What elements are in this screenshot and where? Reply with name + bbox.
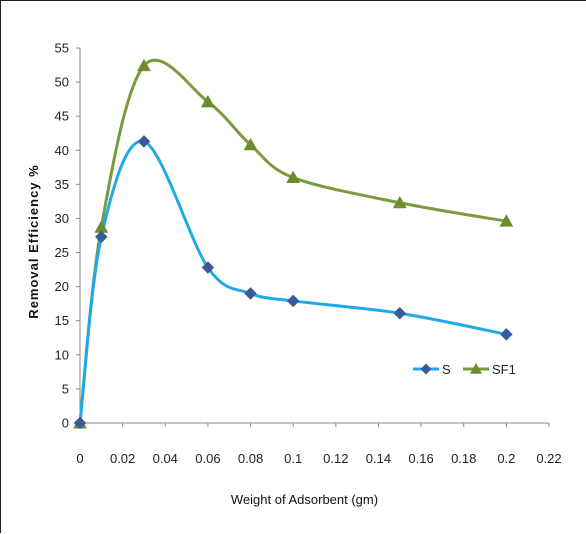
y-tick-label: 35 <box>55 177 69 192</box>
data-point-s <box>500 328 513 341</box>
series-markers <box>73 58 514 430</box>
y-tick-label: 5 <box>62 381 69 396</box>
data-point-s <box>393 306 407 320</box>
y-tick-label: 15 <box>55 313 69 328</box>
legend-marker-sf1 <box>470 363 482 374</box>
x-tick-label: 0.08 <box>238 451 263 466</box>
x-tick-label: 0.02 <box>110 451 135 466</box>
y-tick-label: 45 <box>55 109 69 124</box>
x-tick-label: 0.14 <box>366 451 391 466</box>
data-point-sf1 <box>243 137 258 151</box>
data-point-s <box>286 294 300 308</box>
data-point-sf1 <box>286 170 301 183</box>
legend-item-s: S <box>413 362 451 377</box>
chart-axes <box>76 47 550 427</box>
x-tick-label: 0.04 <box>153 451 178 466</box>
legend-label-sf1: SF1 <box>492 362 516 377</box>
y-tick-label: 20 <box>55 279 69 294</box>
y-tick-label: 25 <box>55 245 69 260</box>
x-tick-label: 0.16 <box>408 451 433 466</box>
x-axis-title: Weight of Adsorbent (gm) <box>231 492 378 507</box>
y-tick-label: 30 <box>55 211 69 226</box>
x-tick-label: 0.22 <box>536 451 561 466</box>
y-tick-label: 50 <box>55 75 69 90</box>
y-tick-label: 40 <box>55 143 69 158</box>
legend-item-sf1: SF1 <box>463 362 516 377</box>
x-tick-label: 0 <box>76 451 83 466</box>
series-line-s <box>78 139 508 425</box>
y-tick-label: 0 <box>62 416 69 431</box>
x-tick-label: 0.2 <box>497 451 515 466</box>
x-tick-label: 0.18 <box>451 451 476 466</box>
x-tick-label: 0.1 <box>284 451 302 466</box>
data-point-sf1 <box>200 94 215 108</box>
y-tick-label: 10 <box>55 347 69 362</box>
y-axis-title: Removal Efficiency % <box>26 164 41 318</box>
data-point-s <box>201 261 215 274</box>
x-tick-labels: 0 0.02 0.04 0.06 0.08 0.1 0.12 0.14 0.16 0.18 0.2 0… <box>76 451 561 466</box>
x-tick-label: 0.12 <box>323 451 348 466</box>
legend: S SF1 <box>413 362 516 377</box>
data-point-sf1 <box>392 195 407 209</box>
data-point-sf1 <box>499 214 514 227</box>
data-point-s <box>244 287 257 300</box>
data-point-s <box>73 416 87 430</box>
legend-label-s: S <box>442 362 451 377</box>
data-point-sf1 <box>137 58 151 72</box>
x-tick-label: 0.06 <box>195 451 220 466</box>
y-tick-label: 55 <box>55 41 69 56</box>
legend-marker-s <box>420 363 432 375</box>
data-point-s <box>94 230 108 244</box>
y-tick-labels: 0 5 10 15 20 25 30 35 40 45 50 55 <box>55 41 69 431</box>
data-point-s <box>137 135 151 148</box>
